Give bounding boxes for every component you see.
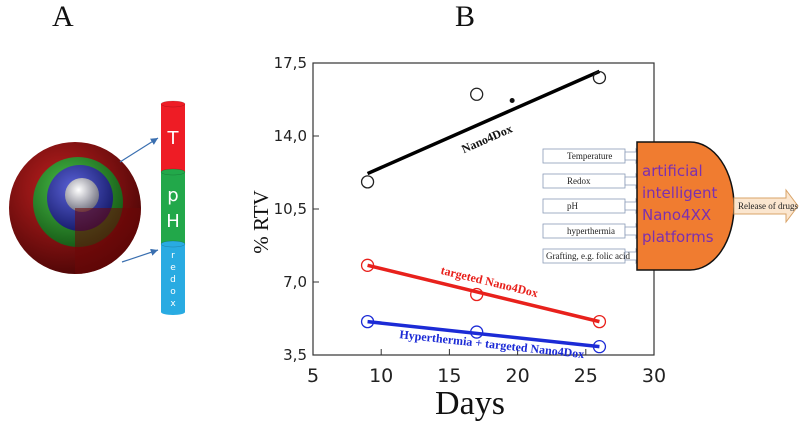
release-of-drugs-label: Release of drugs [738,201,798,211]
arrow-to-t-segment [119,137,159,163]
platform-line-2: Nano4XX [642,206,711,224]
input-box-1: Redox [542,172,642,190]
x-tick-label: 10 [369,365,393,387]
svg-text:T: T [167,128,180,149]
y-tick-label: 3,5 [283,346,307,364]
cylinder-segment-1 [161,172,185,244]
data-point-1-1 [470,287,484,302]
series-1: targeted Nano4Dox [360,258,607,329]
fit-line-0 [366,69,601,176]
x-axis: 5 10 15 20 25 30 [307,349,666,387]
series-2: Hyperthermia + targeted Nano4Dox [360,314,607,361]
series-label-2: Hyperthermia + targeted Nano4Dox [399,327,585,361]
data-point-2-0 [360,314,375,329]
x-tick-label: 15 [437,365,461,387]
release-arrow: Release of drugs [733,188,799,224]
input-box-0: Temperature [542,147,642,165]
input-box-3: hyperthermia [542,222,642,240]
data-point-0-2 [592,70,607,85]
cylinder-label-1: pH [166,185,180,232]
fit-line-2 [367,319,600,349]
svg-text:o: o [170,287,176,297]
panel-label-b: B [455,0,476,33]
input-label-4: Grafting, e.g. folic acid [546,251,630,261]
svg-text:H: H [166,211,180,232]
platform-line-3: platforms [642,228,714,246]
data-point-1-2 [592,314,607,329]
svg-text:x: x [170,299,176,309]
x-tick-label: 20 [506,365,530,387]
data-point-0-0 [360,175,375,189]
platform-line-0: artificial [642,162,703,180]
svg-text:r: r [171,251,175,261]
data-point-2-1 [470,325,484,339]
nanoparticle-sphere [9,142,141,274]
y-tick-label: 10,5 [274,200,307,218]
y-tick-label: 7,0 [283,273,307,291]
svg-text:d: d [170,275,176,285]
data-point-2-2 [592,340,607,354]
svg-text:p: p [167,185,178,206]
cylinder-segment-2 [161,244,185,312]
y-tick-label: 14,0 [274,127,307,145]
arrow-to-redox-segment [121,248,159,263]
y-axis-label: % RTV [249,190,273,253]
stimulus-inputs: Temperature Redox pH hyperthermia Grafting, … [542,147,642,265]
nano4xx-platform: artificial intelligent Nano4XX platforms [636,141,735,271]
data-point-1-0 [360,258,375,272]
panel-label-a: A [52,0,74,33]
cylinder-label-0: T [167,128,180,149]
y-tick-label: 17,5 [274,54,307,72]
input-label-1: Redox [567,176,591,186]
x-tick-label: 25 [574,365,598,387]
input-label-2: pH [567,201,579,211]
platform-line-1: intelligent [642,184,718,202]
y-axis: 3,5 7,0 10,5 14,0 17,5 [274,54,319,364]
input-label-3: hyperthermia [567,226,615,236]
data-point-0-1 [470,87,484,101]
input-box-2: pH [542,197,642,215]
input-box-4: Grafting, e.g. folic acid [542,247,642,265]
x-tick-label: 30 [642,365,666,387]
fit-line-1 [367,263,600,324]
input-label-0: Temperature [567,151,612,161]
x-axis-label: Days [435,385,505,422]
series-0: Nano4Dox [360,69,607,189]
x-tick-label: 5 [307,365,319,387]
cylinder-segment-0 [161,104,185,172]
series-label-0: Nano4Dox [459,121,514,156]
svg-text:e: e [170,263,176,273]
